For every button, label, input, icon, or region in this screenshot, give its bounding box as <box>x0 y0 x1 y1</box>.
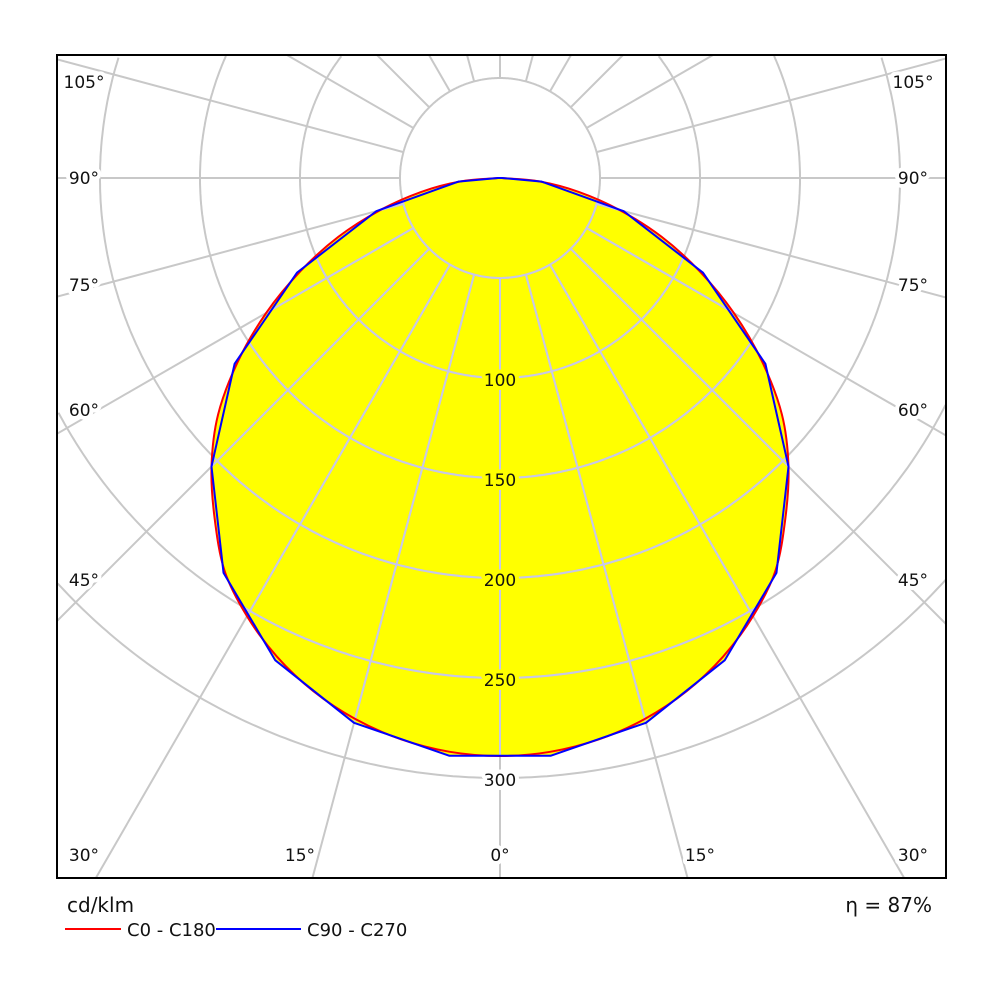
angle-grid-line <box>286 55 414 129</box>
angle-grid-line <box>570 55 624 108</box>
angle-grid-line <box>570 248 789 625</box>
angle-tick-label-bottom: 15° <box>685 846 715 866</box>
radial-grid-circle <box>299 178 701 379</box>
series-line-c90-c270 <box>210 177 790 757</box>
angle-tick-label-right: 75° <box>898 276 928 296</box>
angle-grid-line <box>524 55 534 82</box>
radial-tick-label: 150 <box>484 471 516 491</box>
radial-grid-circle <box>211 178 789 579</box>
angle-tick-label-left: 90° <box>69 169 99 189</box>
angle-grid-line <box>549 264 789 756</box>
angle-tick-label-left: 60° <box>69 401 99 421</box>
radial-grid-circle <box>57 578 946 779</box>
angle-grid-line <box>596 202 946 299</box>
angle-grid-line <box>311 274 476 756</box>
angle-tick-label-right: 105° <box>893 73 934 93</box>
angle-tick-label-bottom: 15° <box>285 846 315 866</box>
legend-label-c0-c180: C0 - C180 <box>127 920 216 941</box>
radial-tick-label: 300 <box>484 771 516 791</box>
angle-tick-label-right: 30° <box>898 846 928 866</box>
angle-grid-line <box>524 274 689 756</box>
radial-grid-circle <box>399 178 601 279</box>
angle-grid-line <box>57 202 404 298</box>
angle-grid-line <box>376 55 430 108</box>
angle-grid-line <box>596 57 946 154</box>
radial-grid-circle <box>211 404 789 679</box>
angle-tick-label-left: 30° <box>69 846 99 866</box>
angle-tick-label-left: 105° <box>64 73 105 93</box>
angle-tick-label-left: 75° <box>69 276 99 296</box>
angle-tick-label-left: 45° <box>69 571 99 591</box>
radial-grid-circle <box>211 178 789 479</box>
angle-tick-label-bottom: 0° <box>490 846 509 866</box>
plot-frame <box>56 54 947 879</box>
angle-grid-line <box>549 55 572 92</box>
angle-tick-label-right: 45° <box>898 571 928 591</box>
angle-grid-line <box>466 55 476 82</box>
legend-label-c90-c270: C90 - C270 <box>307 920 407 941</box>
angle-grid-line <box>428 55 451 92</box>
radial-tick-label: 100 <box>484 371 516 391</box>
angle-grid-line <box>57 58 404 154</box>
angle-grid-line <box>586 55 714 129</box>
radial-tick-label: 250 <box>484 671 516 691</box>
radial-tick-label: 200 <box>484 571 516 591</box>
angle-grid-line <box>211 264 451 756</box>
angle-grid-line <box>211 248 430 622</box>
unit-label: cd/klm <box>67 893 134 917</box>
angle-tick-label-right: 90° <box>898 169 928 189</box>
angle-tick-label-right: 60° <box>898 401 928 421</box>
efficiency-label: η = 87% <box>845 893 932 917</box>
